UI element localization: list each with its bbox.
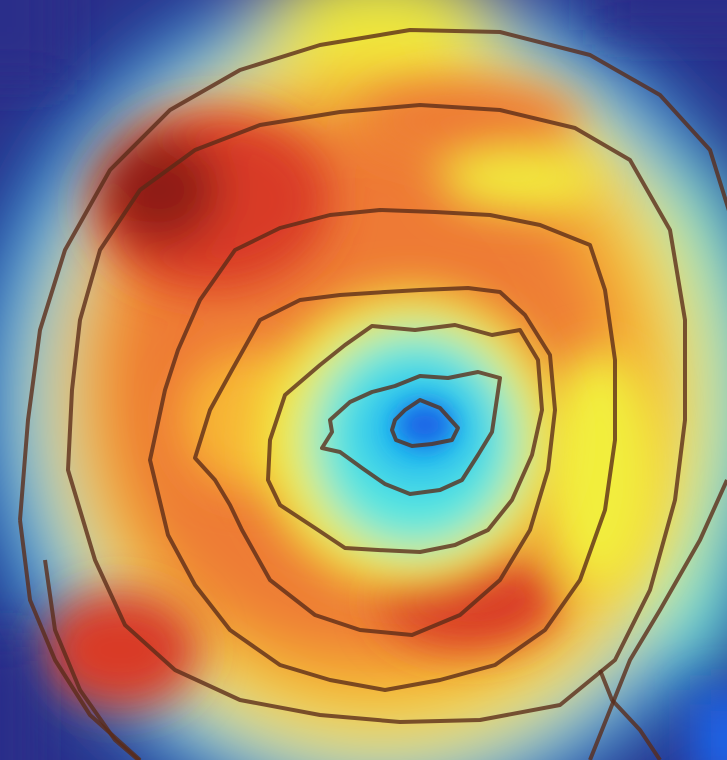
contour-ring-7 bbox=[18, 28, 727, 521]
contour-right-edge bbox=[588, 479, 727, 760]
contour-ring-6 bbox=[66, 103, 687, 724]
contour-ring-2 bbox=[320, 370, 502, 496]
heat-core bbox=[397, 403, 453, 447]
contour-ring-5 bbox=[148, 208, 617, 692]
contour-ring-1 bbox=[390, 398, 460, 448]
contour-ring-8 bbox=[43, 559, 142, 760]
contour-ring-3 bbox=[266, 323, 544, 554]
contour-ring-4 bbox=[193, 286, 557, 637]
contour-lines bbox=[18, 28, 727, 760]
contour-bottom-right bbox=[598, 669, 662, 760]
